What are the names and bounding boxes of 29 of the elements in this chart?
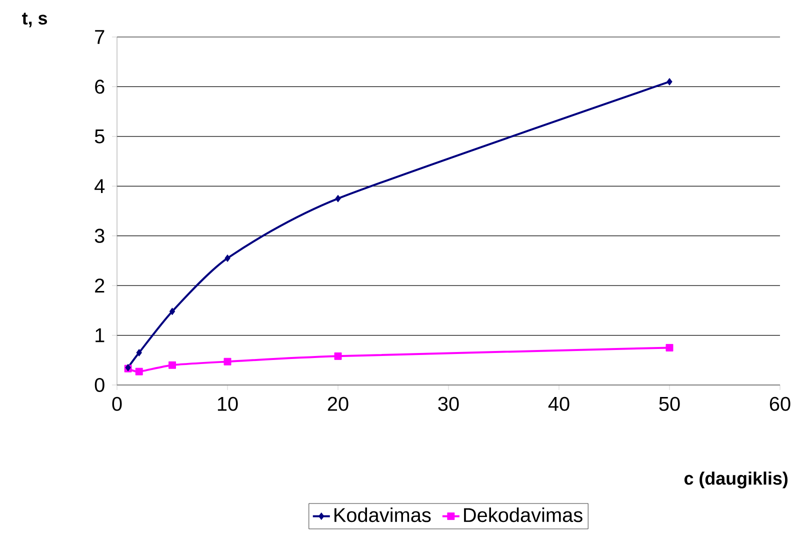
point [136,348,142,356]
x-tick-label: 40 [548,396,570,411]
y-axis-title: t, s [22,12,47,28]
x-tick-label: 10 [218,396,238,411]
point [224,358,232,366]
x-tick-label: 0 [112,396,122,411]
x-tick-label: 60 [770,396,790,411]
legend-label: Kodavimas [334,507,431,522]
point [334,352,342,360]
point [224,254,230,262]
y-tick-label: 5 [94,129,104,144]
x-tick-label: 20 [328,396,348,411]
y-tick-label: 6 [95,80,104,94]
y-tick-label: 4 [94,179,105,193]
y-tick-label: 7 [95,30,104,44]
point [335,194,341,202]
y-tick-label: 3 [94,228,104,243]
point [135,368,143,376]
y-tick-label: 0 [94,378,104,392]
point [666,78,672,86]
y-tick-label: 1 [96,328,104,342]
legend-label: Dekodavimas [464,507,582,522]
x-axis-title: c (daugiklis) [684,472,788,488]
x-tick-label: 30 [438,396,459,411]
x-tick-label: 50 [659,396,680,411]
point [666,344,674,352]
point [169,308,176,316]
y-tick-label: 2 [95,278,104,293]
point [168,361,176,369]
